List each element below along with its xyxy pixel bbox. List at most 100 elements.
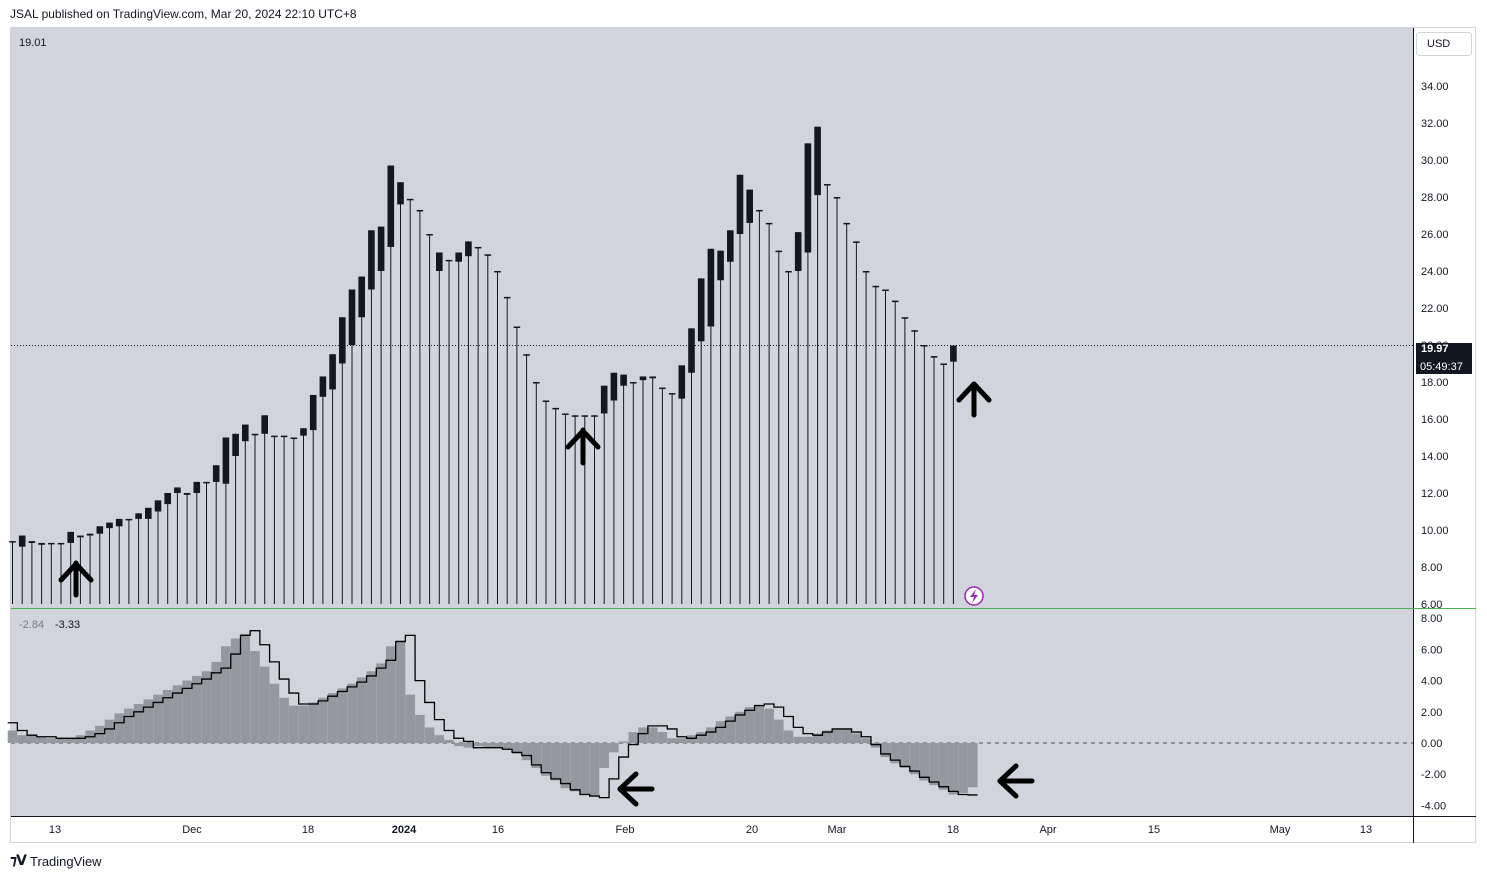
histogram-bar: [95, 725, 105, 743]
indicator-tick-label: 6.00: [1421, 644, 1442, 656]
histogram-bar: [366, 671, 377, 743]
histogram-bar: [473, 743, 483, 747]
candle-body: [9, 541, 16, 543]
histogram-bar: [580, 743, 590, 795]
histogram-bar: [133, 704, 144, 743]
candle-body: [416, 209, 424, 212]
histogram-bar: [405, 694, 415, 743]
histogram-bar: [618, 741, 629, 743]
histogram-bar: [560, 743, 571, 789]
histogram-bar: [609, 743, 619, 753]
histogram-bar: [550, 743, 561, 781]
chart-frame[interactable]: [10, 27, 1476, 843]
indicator-tick-label: -4.00: [1421, 800, 1446, 812]
histogram-bar: [395, 640, 406, 743]
time-tick-label: 16: [492, 824, 504, 836]
candlestick-series: [9, 126, 957, 604]
histogram-bar: [861, 738, 871, 743]
candle-body: [232, 433, 239, 456]
candle-body: [319, 376, 327, 397]
histogram-bar: [589, 743, 600, 797]
candle-body: [533, 382, 540, 384]
candle-body: [523, 354, 530, 356]
time-tick-label: Apr: [1039, 824, 1056, 836]
candle-body: [455, 252, 462, 262]
candle-body: [503, 296, 511, 299]
histogram-bar: [929, 743, 939, 786]
candle-body: [280, 435, 288, 438]
up-arrow-icon: [565, 427, 601, 466]
lightning-marker-icon[interactable]: [964, 586, 984, 606]
histogram-bar: [764, 708, 774, 743]
price-tick-label: 14.00: [1421, 451, 1449, 463]
candle-body: [115, 518, 123, 527]
candle-body: [804, 143, 812, 253]
candle-body: [484, 254, 492, 256]
candle-body: [242, 424, 249, 442]
last-price-label: 19.97: [1421, 343, 1449, 355]
histogram-bar: [677, 738, 687, 743]
histogram-bar: [221, 646, 231, 743]
price-tick-label: 30.00: [1421, 155, 1449, 167]
left-arrow-icon: [997, 763, 1035, 799]
indicator-legend-value-2: -3.33: [55, 619, 80, 631]
time-tick-label: 15: [1148, 824, 1160, 836]
price-tick-label: 28.00: [1421, 192, 1449, 204]
indicator-tick-label: 8.00: [1421, 613, 1442, 625]
histogram-bar: [900, 743, 910, 768]
candle-body: [222, 437, 230, 484]
candle-body: [339, 317, 346, 364]
time-axis-ticks: 13 Dec 18 2024 16 Feb 20 Mar 18 Apr 15 May 13: [49, 824, 1372, 836]
histogram-bar: [851, 733, 862, 743]
histogram-bar: [250, 650, 260, 743]
histogram-bar: [104, 719, 115, 743]
price-legend-value: 19.01: [19, 37, 47, 49]
candle-body: [610, 372, 618, 401]
price-tick-label: 32.00: [1421, 118, 1449, 130]
up-arrow-icon: [956, 381, 992, 418]
histogram-bar: [599, 743, 609, 768]
histogram-bar: [298, 705, 309, 743]
tradingview-logo-icon: ⁊𝗩: [10, 853, 27, 869]
histogram-bar: [754, 705, 765, 743]
candle-body: [77, 535, 84, 538]
candle-body: [678, 365, 686, 399]
price-tick-label: 22.00: [1421, 303, 1449, 315]
candle-body: [164, 493, 171, 505]
candle-body: [891, 300, 899, 303]
indicator-tick-label: 0.00: [1421, 738, 1442, 750]
tradingview-brand[interactable]: ⁊𝗩 TradingView: [10, 853, 102, 869]
candle-body: [697, 278, 705, 342]
time-tick-label: Feb: [616, 824, 635, 836]
histogram-bar: [376, 663, 386, 743]
histogram-bar: [75, 735, 86, 743]
histogram-bar: [871, 743, 881, 748]
candle-body: [125, 518, 133, 521]
price-tick-label: 34.00: [1421, 81, 1449, 93]
last-price-label-bg: [1416, 343, 1472, 374]
histogram-bar: [289, 705, 299, 743]
histogram-bar: [483, 743, 493, 748]
candle-body: [765, 222, 773, 225]
candle-body: [261, 415, 268, 434]
histogram-bar: [938, 743, 949, 790]
histogram-bar: [337, 688, 348, 743]
candle-body: [183, 493, 191, 495]
published-header: JSAL published on TradingView.com, Mar 2…: [10, 7, 357, 21]
histogram-bar: [803, 736, 813, 743]
candle-body: [28, 541, 36, 543]
brand-label: TradingView: [30, 853, 102, 869]
candle-body: [901, 317, 909, 319]
candle-body: [18, 535, 26, 547]
candle-body: [552, 407, 559, 410]
candle-body: [513, 326, 521, 328]
histogram-bar: [696, 732, 706, 743]
candle-body: [921, 345, 928, 347]
indicator-axis-ticks: 8.00 6.00 4.00 2.00 0.00 -2.00 -4.00: [1421, 613, 1446, 812]
histogram-bar: [415, 714, 425, 743]
candle-body: [387, 165, 395, 247]
candle-body: [581, 415, 589, 417]
histogram-bar: [774, 719, 784, 743]
currency-button[interactable]: USD: [1416, 32, 1472, 56]
